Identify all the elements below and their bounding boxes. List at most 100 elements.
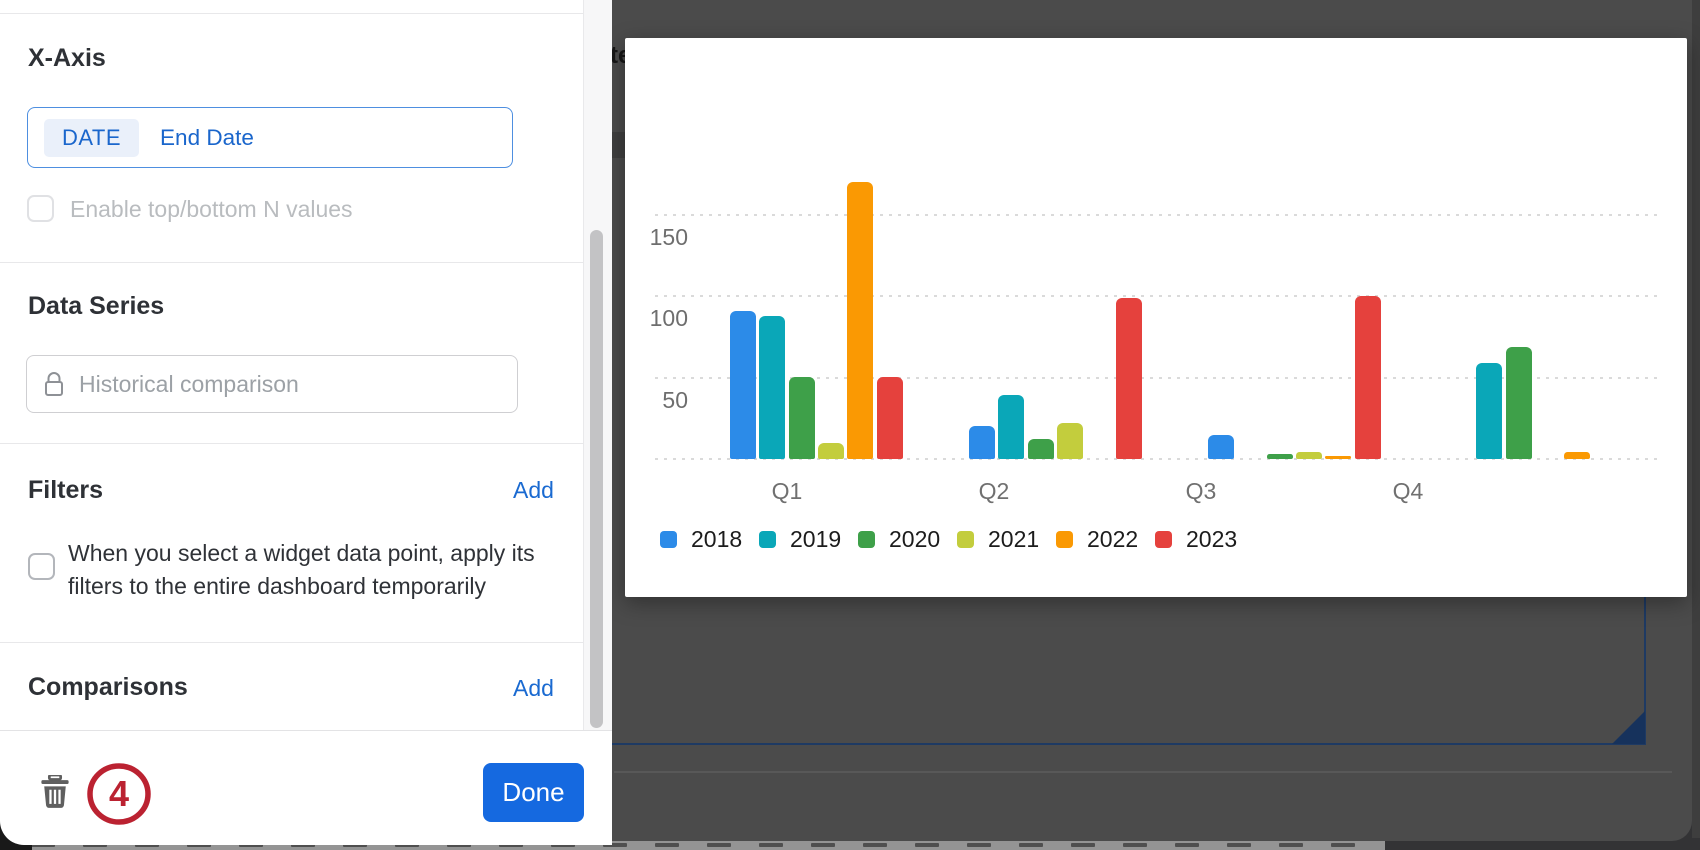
legend-swatch-2022 bbox=[1056, 530, 1073, 548]
x-axis-label-Q4: Q4 bbox=[1392, 478, 1424, 504]
strip-dash bbox=[1019, 843, 1043, 847]
top-bottom-n-checkbox[interactable] bbox=[27, 195, 54, 222]
legend-swatch-2021 bbox=[957, 530, 974, 548]
apply-filters-checkbox[interactable] bbox=[28, 553, 55, 580]
strip-dash bbox=[967, 843, 991, 847]
legend-item-2019[interactable]: 2019 bbox=[759, 526, 841, 552]
filters-section-title: Filters bbox=[28, 476, 104, 504]
strip-dash bbox=[395, 843, 419, 847]
x-axis-end-date-option[interactable]: End Date bbox=[160, 124, 254, 150]
y-axis-tick-label: 50 bbox=[662, 386, 688, 413]
done-button[interactable]: Done bbox=[483, 763, 584, 822]
strip-dash bbox=[83, 843, 107, 847]
divider bbox=[0, 262, 583, 263]
gridline-100 bbox=[655, 295, 1657, 297]
bar-2019-Q2[interactable] bbox=[998, 395, 1024, 459]
background-widget-edge bbox=[614, 771, 1672, 773]
bar-2021-Q2[interactable] bbox=[1057, 423, 1083, 459]
legend-item-2020[interactable]: 2020 bbox=[858, 525, 941, 552]
bar-2021-Q3[interactable] bbox=[1296, 452, 1322, 459]
bar-2020-Q4[interactable] bbox=[1506, 347, 1532, 459]
annotation-number: 4 bbox=[109, 773, 129, 814]
clipped-background-text: te bbox=[610, 42, 627, 69]
bar-2023-Q3[interactable] bbox=[1355, 296, 1381, 459]
x-axis-label-Q3: Q3 bbox=[1185, 478, 1217, 504]
legend-label: 2020 bbox=[889, 525, 941, 552]
apply-filters-label: When you select a widget data point, app… bbox=[68, 540, 535, 599]
legend-label: 2021 bbox=[988, 525, 1040, 552]
selected-widget-outline-right bbox=[1644, 597, 1646, 745]
bar-2020-Q3[interactable] bbox=[1267, 454, 1293, 459]
gridline-0 bbox=[655, 458, 1657, 460]
strip-dash bbox=[915, 843, 939, 847]
strip-dash bbox=[551, 843, 575, 847]
bar-2022-Q1[interactable] bbox=[847, 182, 873, 459]
strip-dash bbox=[863, 843, 887, 847]
strip-dash bbox=[1123, 843, 1147, 847]
strip-dash bbox=[759, 843, 783, 847]
bar-2023-Q1[interactable] bbox=[877, 377, 903, 459]
bar-2020-Q1[interactable] bbox=[789, 377, 815, 459]
strip-dash bbox=[1279, 843, 1303, 847]
x-axis-section-title: X-Axis bbox=[28, 44, 106, 72]
filters-add-button[interactable]: Add bbox=[513, 477, 554, 503]
bar-2018-Q1[interactable] bbox=[730, 311, 756, 459]
legend-swatch-2018 bbox=[660, 530, 677, 548]
gridline-50 bbox=[655, 376, 1657, 379]
legend-item-2023[interactable]: 2023 bbox=[1155, 525, 1238, 552]
legend-item-2018[interactable]: 2018 bbox=[660, 525, 743, 552]
legend-item-2021[interactable]: 2021 bbox=[957, 525, 1040, 552]
backdrop-right-edge bbox=[1692, 0, 1700, 838]
legend-swatch-2023 bbox=[1155, 530, 1172, 548]
divider bbox=[0, 443, 583, 444]
strip-dash bbox=[291, 843, 315, 847]
historical-comparison-placeholder: Historical comparison bbox=[79, 370, 299, 397]
strip-dash bbox=[187, 843, 211, 847]
strip-dash bbox=[239, 843, 263, 847]
strip-dash bbox=[655, 843, 679, 847]
x-axis-field-selector[interactable]: DATE End Date bbox=[27, 107, 513, 168]
bar-2018-Q3[interactable] bbox=[1208, 435, 1234, 459]
strip-dash bbox=[135, 843, 159, 847]
annotation-badge-4: 4 bbox=[87, 763, 151, 825]
page-bottom-strip bbox=[25, 841, 1385, 850]
bar-2018-Q2[interactable] bbox=[969, 426, 995, 459]
comparisons-add-button[interactable]: Add bbox=[513, 675, 554, 701]
bar-2019-Q4[interactable] bbox=[1476, 363, 1502, 459]
legend-item-2022[interactable]: 2022 bbox=[1056, 525, 1139, 552]
widget-resize-handle[interactable] bbox=[1612, 711, 1645, 744]
bar-2022-Q4[interactable] bbox=[1564, 452, 1590, 459]
bar-2021-Q1[interactable] bbox=[818, 443, 844, 459]
y-axis-tick-label: 150 bbox=[649, 223, 688, 250]
strip-dash bbox=[343, 843, 367, 847]
top-bottom-n-label: Enable top/bottom N values bbox=[70, 196, 353, 222]
widget-settings-panel: X-Axis DATE End Date Enable top/bottom N… bbox=[0, 0, 612, 845]
bar-2019-Q1[interactable] bbox=[759, 316, 785, 459]
chart-preview-card: 150 100 50 Q1 Q2 Q3 Q4 2018 2019 2020 2021 2022 2023 bbox=[625, 38, 1687, 597]
x-axis-date-chip[interactable]: DATE bbox=[44, 118, 140, 157]
strip-dash bbox=[1227, 843, 1251, 847]
footer-divider bbox=[0, 730, 612, 731]
legend-label: 2023 bbox=[1186, 525, 1238, 552]
bar-2022-Q3[interactable] bbox=[1325, 456, 1351, 459]
legend-label: 2018 bbox=[691, 525, 743, 552]
strip-dash bbox=[1331, 843, 1355, 847]
bar-2023-Q2[interactable] bbox=[1116, 298, 1142, 459]
bar-2020-Q2[interactable] bbox=[1028, 439, 1054, 459]
strip-dash bbox=[1175, 843, 1199, 847]
divider bbox=[0, 13, 583, 14]
strip-dash bbox=[603, 843, 627, 847]
legend-label: 2022 bbox=[1087, 525, 1139, 552]
scrollbar-thumb[interactable] bbox=[590, 230, 603, 728]
data-series-section-title: Data Series bbox=[28, 292, 165, 320]
x-axis-label-Q1: Q1 bbox=[771, 478, 803, 504]
plot-area: 150 100 50 Q1 Q2 Q3 Q4 2018 2019 2020 2021 2022 2023 bbox=[625, 38, 1687, 597]
x-axis-label-Q2: Q2 bbox=[978, 478, 1010, 504]
strip-dash bbox=[1071, 843, 1095, 847]
trash-icon[interactable] bbox=[40, 775, 70, 809]
selected-widget-outline-bottom bbox=[612, 743, 1646, 745]
legend-swatch-2020 bbox=[858, 530, 875, 548]
gridline-150 bbox=[655, 213, 1657, 216]
historical-comparison-field[interactable]: Historical comparison bbox=[26, 355, 518, 413]
